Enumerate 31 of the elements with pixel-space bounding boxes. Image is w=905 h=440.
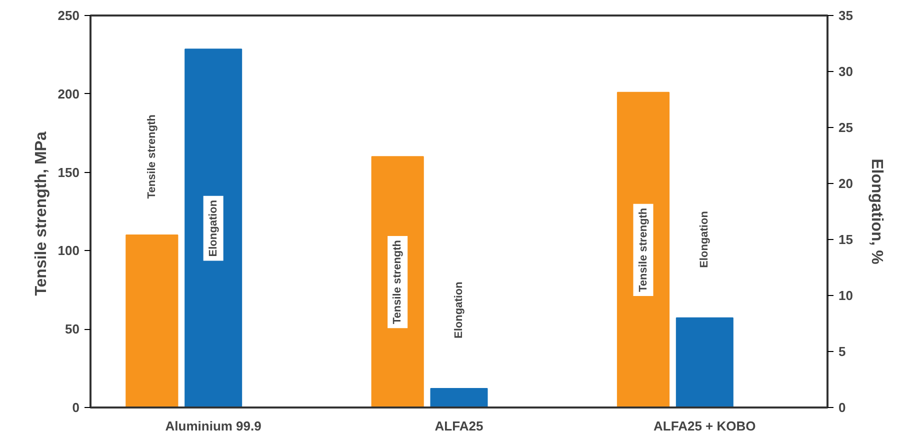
x-tick-label: Aluminium 99.9 [165,418,262,434]
y2-tick-label: 25 [838,120,853,135]
y2-tick-label: 0 [838,400,846,415]
x-tick-label: ALFA25 [434,418,484,434]
annotation: Tensile strength [637,208,650,292]
annotation: Tensile strength [392,240,404,324]
y-tick-label: 150 [58,164,80,180]
bar [371,156,424,408]
annotation: Elongation [453,281,465,338]
y-tick-label: 100 [58,243,80,258]
y2-tick-label: 10 [838,288,853,303]
x-tick-label: ALFA25 + KOBO [654,418,756,434]
y2-tick-label: 20 [838,176,853,191]
bar [126,234,178,408]
annotation: Tensile strength [146,114,158,199]
y-tick-label: 0 [72,400,80,415]
y2-axis-title: Elongation, % [868,158,885,264]
y2-tick-label: 15 [838,232,853,247]
annotation: Elongation [207,200,220,257]
bar [430,388,488,408]
y-tick-label: 50 [65,322,80,337]
y2-tick-label: 30 [838,64,853,79]
y-tick-label: 250 [58,8,80,23]
y2-tick-label: 5 [838,344,846,359]
y2-tick-label: 35 [838,8,853,23]
annotation: Elongation [698,210,711,268]
bar [616,92,670,408]
bar [676,317,734,408]
y-axis-title: Tensile strength, MPa [32,132,50,296]
bar [184,48,242,408]
y-tick-label: 200 [58,86,80,102]
